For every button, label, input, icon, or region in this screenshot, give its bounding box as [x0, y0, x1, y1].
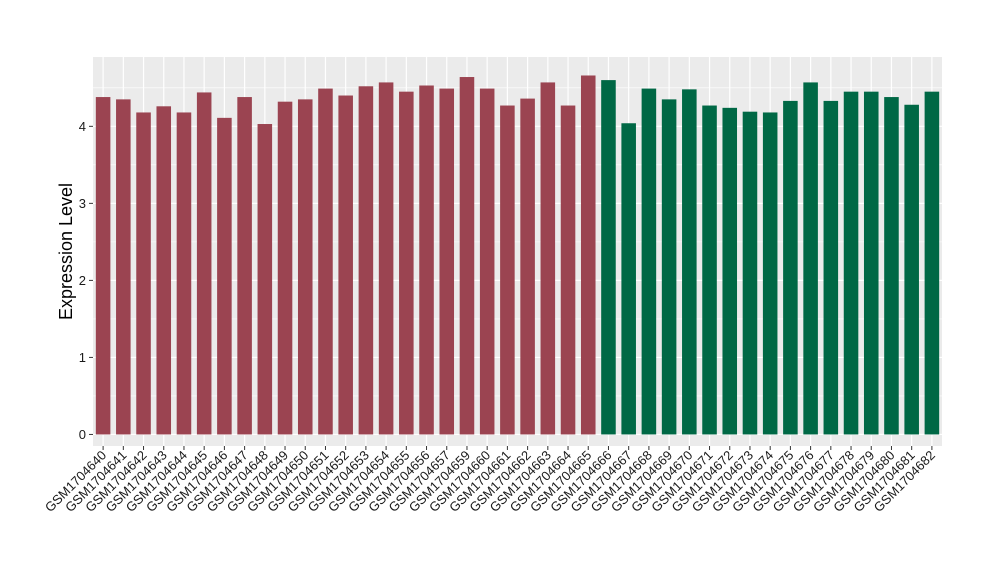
bar-GSM1704651 [318, 88, 333, 435]
bar-GSM1704641 [116, 99, 131, 435]
bar-GSM1704662 [520, 98, 535, 435]
bar-GSM1704672 [722, 107, 738, 435]
bar-GSM1704679 [863, 91, 879, 435]
bar-GSM1704645 [196, 92, 212, 435]
bar-GSM1704665 [580, 75, 596, 435]
y-tick-label: 0 [79, 427, 86, 442]
y-tick-label: 2 [79, 273, 86, 288]
y-tick-label: 1 [79, 350, 86, 365]
bar-GSM1704646 [217, 117, 232, 435]
bar-GSM1704666 [601, 80, 616, 435]
bar-GSM1704660 [479, 88, 495, 435]
y-axis: 0 1 2 3 4 [79, 119, 93, 442]
bar-GSM1704661 [500, 105, 515, 435]
bar-GSM1704640 [95, 97, 111, 435]
y-tick-label: 3 [79, 196, 86, 211]
bar-GSM1704648 [257, 124, 273, 435]
bar-GSM1704656 [419, 85, 434, 435]
bar-GSM1704676 [803, 82, 818, 435]
bar-GSM1704677 [823, 100, 839, 435]
bar-GSM1704670 [682, 89, 697, 435]
bar-GSM1704650 [297, 99, 313, 435]
bar-GSM1704653 [358, 86, 374, 435]
y-tick-label: 4 [79, 119, 86, 134]
bar-GSM1704647 [237, 97, 252, 435]
bar-GSM1704682 [924, 91, 940, 435]
bar-GSM1704663 [540, 82, 556, 435]
bar-GSM1704649 [277, 101, 293, 435]
bar-GSM1704673 [742, 111, 758, 435]
bar-GSM1704644 [176, 112, 192, 435]
bar-GSM1704678 [843, 91, 859, 435]
y-axis-title: Expression Level [56, 183, 76, 320]
bar-GSM1704642 [136, 112, 151, 435]
bar-GSM1704668 [641, 88, 657, 435]
x-axis: GSM1704640GSM1704641GSM1704642GSM1704643… [42, 446, 938, 515]
bar-GSM1704680 [884, 97, 899, 435]
bar-GSM1704664 [560, 105, 576, 435]
bar-GSM1704674 [762, 112, 778, 435]
bar-GSM1704643 [156, 106, 172, 435]
minor-gridlines [93, 87, 942, 397]
bar-GSM1704652 [338, 95, 353, 435]
bar-GSM1704667 [621, 123, 636, 435]
bar-GSM1704675 [783, 100, 798, 435]
bar-GSM1704657 [439, 88, 455, 435]
plot-panel [93, 57, 942, 446]
bar-GSM1704681 [904, 104, 919, 435]
bar-GSM1704659 [459, 77, 475, 435]
bar-GSM1704669 [661, 99, 677, 435]
bar-GSM1704654 [378, 82, 394, 435]
bars [95, 75, 940, 435]
bar-GSM1704671 [702, 105, 717, 435]
bar-GSM1704655 [399, 91, 414, 435]
